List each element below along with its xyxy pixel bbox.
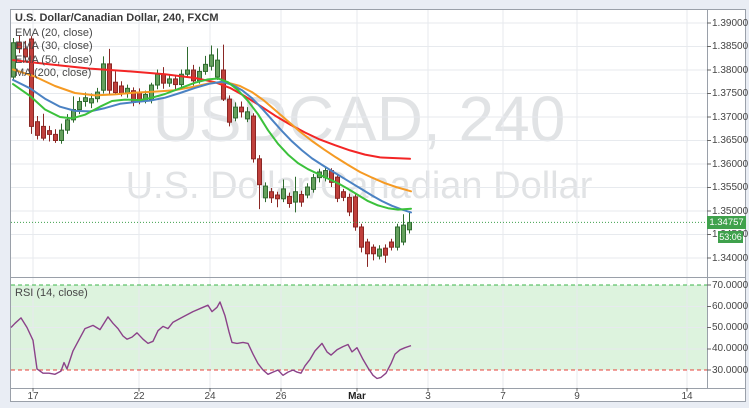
candle-body — [257, 158, 262, 186]
candle-body — [401, 224, 406, 243]
time-axis-label: 9 — [574, 391, 580, 402]
candle-body — [101, 63, 106, 91]
overlay-line — [12, 77, 412, 211]
candle-body — [113, 81, 118, 94]
candle-body — [167, 78, 172, 84]
candle-body — [77, 100, 82, 110]
time-axis-label: 26 — [275, 391, 287, 402]
candle-body — [83, 97, 88, 102]
candle-body — [47, 130, 52, 135]
candle-body — [269, 191, 274, 199]
rsi-line — [10, 301, 412, 380]
candle-body — [311, 177, 316, 190]
candle-body — [179, 73, 184, 86]
candle-body — [17, 42, 22, 50]
candle-body — [233, 106, 238, 119]
candle-body — [353, 196, 358, 228]
rsi-axis-label: 60.0000 — [712, 300, 749, 312]
indicator-label-ema30[interactable]: EMA (30, close) — [15, 40, 93, 53]
time-axis-label: 17 — [27, 391, 39, 402]
price-axis-label: 1.37000 — [712, 111, 749, 123]
candle-body — [29, 38, 34, 127]
price-axis-label: 1.34000 — [712, 252, 749, 264]
candle-body — [407, 221, 412, 231]
current-price-badge: 1.34757 — [707, 216, 746, 229]
candle-body — [245, 111, 250, 120]
candle-body — [191, 69, 196, 82]
price-axis-label: 1.35000 — [712, 205, 749, 217]
candle-body — [107, 63, 112, 91]
candle-body — [275, 194, 280, 200]
candle-body — [359, 226, 364, 248]
candle-body — [341, 191, 346, 198]
indicator-label-ema20[interactable]: EMA (20, close) — [15, 27, 93, 39]
candle-body — [59, 129, 64, 142]
rsi-axis-label: 30.0000 — [712, 364, 749, 376]
candle-body — [395, 226, 400, 248]
candle-body — [173, 78, 178, 86]
candle-body — [281, 188, 286, 200]
candle-body — [203, 63, 208, 72]
candle-body — [365, 241, 370, 255]
candle-body — [89, 98, 94, 104]
price-axis-label: 1.38500 — [712, 41, 749, 52]
time-axis-label: 24 — [204, 391, 216, 402]
price-axis-label: 1.39000 — [712, 17, 749, 29]
rsi-indicator-label[interactable]: RSI (14, close) — [15, 287, 88, 299]
indicator-label-ema50[interactable]: EMA (50, close) — [15, 53, 93, 66]
candle-body — [35, 121, 40, 136]
candle-body — [41, 125, 46, 139]
time-axis-label: 3 — [425, 391, 431, 402]
time-axis-label: 22 — [133, 391, 145, 402]
legend: U.S. Dollar/Canadian Dollar, 240, FXCM E… — [15, 12, 219, 81]
candle-body — [23, 48, 28, 58]
candle-body — [389, 241, 394, 248]
candle-body — [299, 194, 304, 203]
bar-countdown-badge: 53:06 — [718, 231, 743, 243]
rsi-axis-label: 40.0000 — [712, 343, 749, 355]
candle-body — [53, 133, 58, 141]
symbol-title[interactable]: U.S. Dollar/Canadian Dollar, 240, FXCM — [15, 12, 219, 24]
overlay-line — [12, 78, 412, 214]
overlay-line — [12, 68, 412, 193]
price-axis-label: 1.35500 — [712, 182, 749, 193]
price-axis-label: 1.38000 — [712, 64, 749, 76]
price-axis-label: 1.36500 — [712, 135, 749, 146]
time-axis-label: 14 — [681, 391, 693, 402]
candle-body — [335, 176, 340, 199]
candle-body — [227, 98, 232, 123]
price-axis-label: 1.36000 — [712, 158, 749, 170]
time-axis-label: Mar — [348, 391, 366, 402]
candle-body — [347, 196, 352, 213]
price-axis-label: 1.37500 — [712, 88, 749, 99]
candle-body — [239, 106, 244, 113]
candle-body — [263, 185, 268, 199]
candle-body — [215, 59, 220, 78]
candle-body — [209, 54, 214, 67]
candle-body — [305, 186, 310, 196]
candle-body — [287, 195, 292, 204]
candle-body — [119, 85, 124, 95]
rsi-axis-label: 50.0000 — [712, 322, 749, 333]
candle-body — [383, 247, 388, 256]
candle-body — [293, 191, 298, 203]
candle-body — [371, 246, 376, 255]
time-axis-label: 7 — [500, 391, 506, 402]
candle-body — [251, 115, 256, 160]
candle-body — [185, 69, 190, 75]
candle-body — [65, 119, 70, 131]
candle-body — [377, 248, 382, 257]
rsi-axis-label: 70.0000 — [712, 279, 749, 291]
indicator-label-ma200[interactable]: MA (200, close) — [15, 67, 92, 80]
